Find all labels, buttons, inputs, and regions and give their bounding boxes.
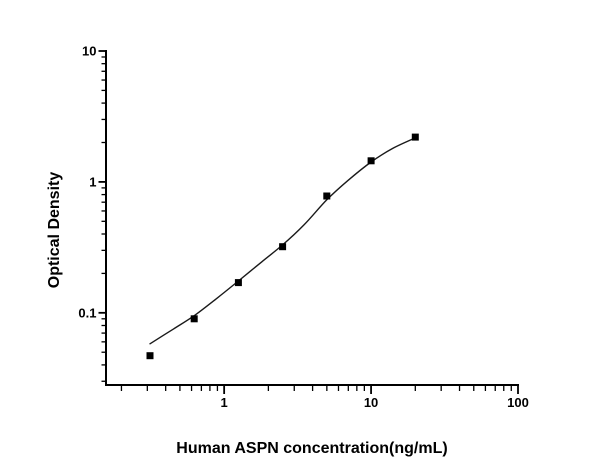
y-axis-tick-label: 0.1 bbox=[78, 305, 96, 320]
plot-area bbox=[146, 133, 419, 360]
data-point-marker bbox=[323, 192, 331, 200]
axis-titles: Human ASPN concentration(ng/mL) Optical … bbox=[46, 172, 448, 457]
data-point-marker bbox=[190, 315, 198, 323]
x-axis-title: Human ASPN concentration(ng/mL) bbox=[176, 440, 447, 457]
data-point-marker bbox=[411, 133, 419, 141]
data-point-marker bbox=[367, 157, 375, 165]
data-point-marker bbox=[279, 243, 287, 251]
fit-curve-line bbox=[149, 137, 416, 345]
data-point-marker bbox=[146, 352, 154, 360]
tick-labels: 1 10 100 10 1 0.1 bbox=[78, 44, 528, 411]
x-axis-tick-label: 1 bbox=[221, 395, 228, 410]
y-axis-tick-label: 1 bbox=[89, 174, 96, 189]
x-axis-tick-label: 100 bbox=[507, 395, 529, 410]
axis-ticks bbox=[98, 50, 519, 394]
y-axis-title: Optical Density bbox=[46, 172, 63, 289]
data-point-marker bbox=[234, 279, 242, 287]
x-axis-tick-label: 10 bbox=[364, 395, 378, 410]
axes bbox=[105, 50, 519, 386]
y-axis-tick-label: 10 bbox=[82, 44, 96, 59]
